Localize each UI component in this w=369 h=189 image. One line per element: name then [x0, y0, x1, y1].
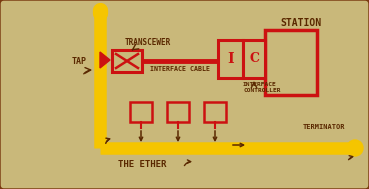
Bar [112, 50, 142, 72]
Text: INTERFACE
CONTROLLER: INTERFACE CONTROLLER [243, 82, 280, 93]
Text: TERMINATOR: TERMINATOR [303, 124, 345, 130]
Text: TAP: TAP [72, 57, 87, 66]
Circle shape [347, 140, 363, 156]
Bar [243, 40, 265, 78]
Polygon shape [100, 52, 110, 68]
Bar [167, 102, 189, 122]
Text: TRANSCEWER: TRANSCEWER [125, 38, 171, 47]
Text: I: I [227, 52, 234, 66]
Text: C: C [249, 53, 259, 66]
Bar [265, 30, 317, 95]
Bar [218, 40, 243, 78]
Bar [204, 102, 226, 122]
Text: STATION: STATION [280, 18, 321, 28]
Text: INTERFACE CABLE: INTERFACE CABLE [150, 66, 210, 72]
Bar [130, 102, 152, 122]
Text: THE ETHER: THE ETHER [118, 160, 166, 169]
